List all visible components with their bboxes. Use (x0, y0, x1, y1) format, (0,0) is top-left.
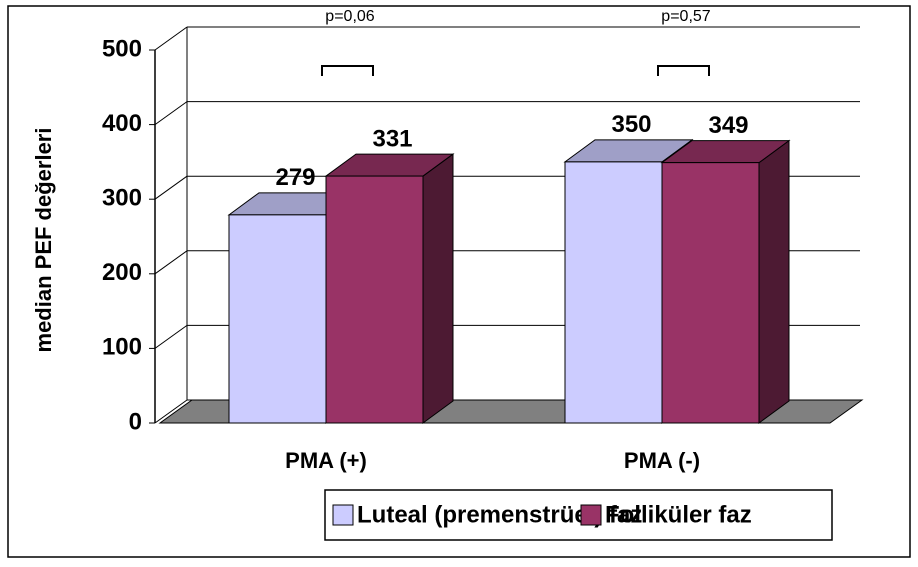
grid-line-depth (154, 26, 188, 51)
y-tick-label: 500 (102, 35, 142, 62)
value-label: 350 (611, 111, 651, 138)
grid-line-depth (154, 250, 188, 275)
x-tick-label: PMA (+) (285, 448, 367, 473)
x-tick-label: PMA (-) (624, 448, 700, 473)
grid-line-depth (154, 399, 188, 424)
bracket (657, 65, 710, 76)
y-axis-label: median PEF değerleri (31, 128, 56, 353)
value-label: 349 (708, 112, 748, 139)
legend-label: Folliküler faz (605, 501, 752, 528)
value-label: 279 (275, 164, 315, 191)
bar-side (422, 153, 454, 424)
grid-line-depth (154, 101, 188, 126)
y-tick-label: 100 (102, 334, 142, 361)
value-label: 331 (372, 125, 412, 152)
grid-line-depth (154, 324, 188, 349)
annotation: p=0,06 (325, 8, 374, 25)
bar (228, 214, 327, 424)
y-tick-label: 400 (102, 110, 142, 137)
legend (324, 489, 833, 541)
legend-swatch (332, 504, 354, 526)
y-tick-label: 0 (129, 408, 142, 435)
annotation: p=0,57 (661, 8, 710, 25)
bar (325, 175, 424, 424)
bar-side (758, 139, 790, 424)
bar (564, 161, 663, 424)
bracket (321, 65, 374, 76)
legend-swatch (580, 504, 602, 526)
grid-line-depth (154, 175, 188, 200)
y-tick-label: 300 (102, 185, 142, 212)
y-tick-label: 200 (102, 259, 142, 286)
bar (661, 162, 760, 424)
